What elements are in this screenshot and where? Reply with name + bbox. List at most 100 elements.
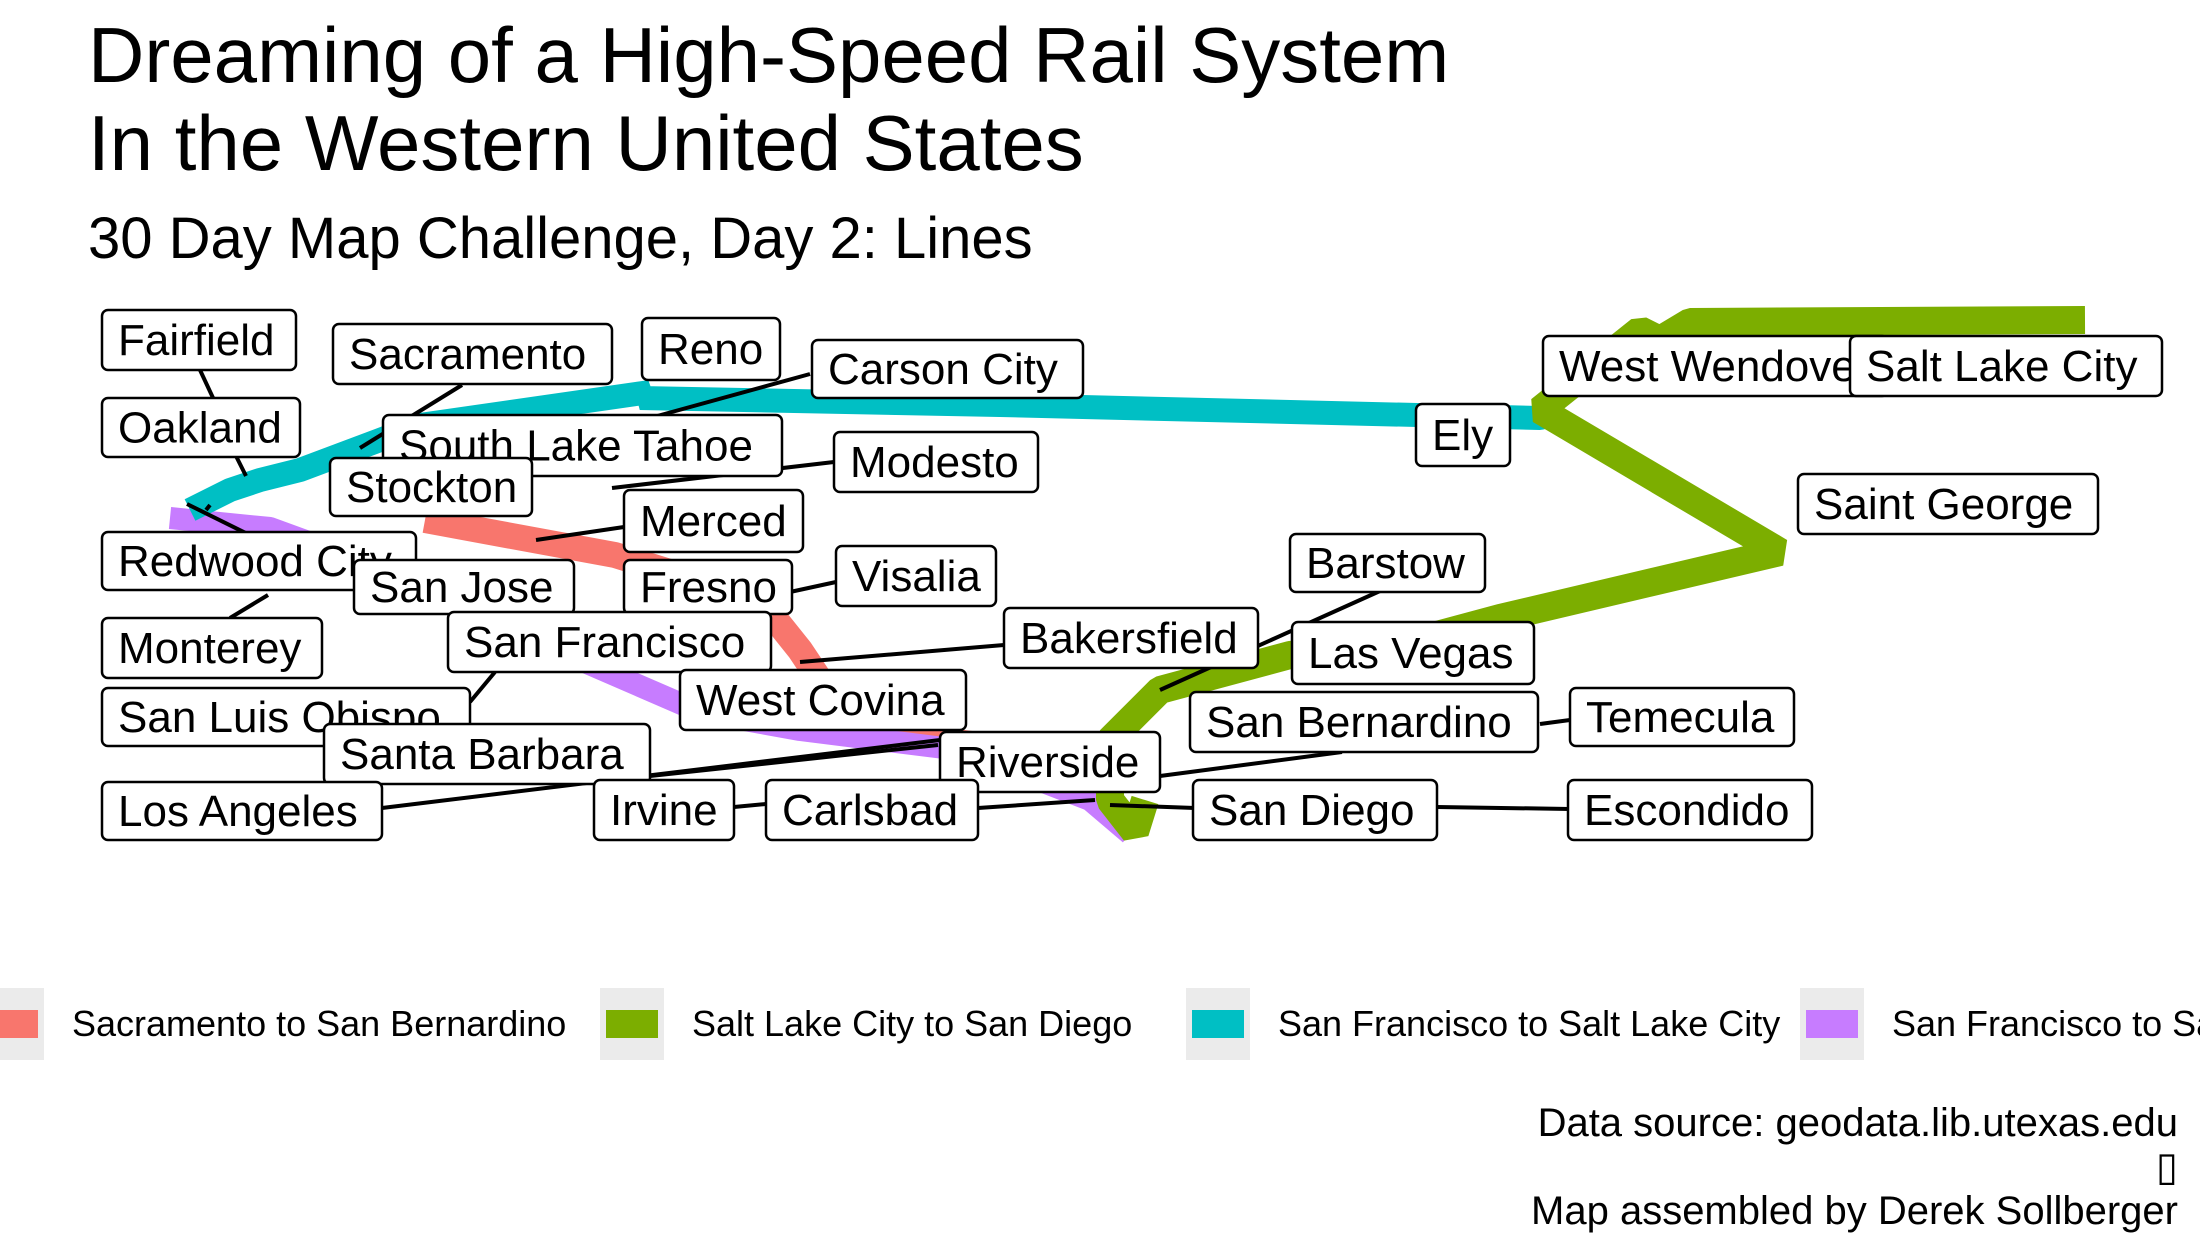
city-label-los-angeles: Los Angeles: [100, 780, 384, 842]
city-label-text: Carson City: [828, 345, 1058, 394]
leader-carlsbad: [977, 798, 1096, 810]
city-label-box: [640, 316, 782, 382]
city-label-san-jose: San Jose: [352, 558, 576, 616]
leader-bakersfield: [799, 643, 1005, 664]
city-label-san-francisco: San Francisco: [446, 610, 773, 674]
city-label-text: Visalia: [852, 552, 981, 601]
city-label-text: Salt Lake City: [1866, 342, 2137, 391]
city-label-modesto: Modesto: [832, 430, 1040, 494]
caption-source: Data source: geodata.lib.utexas.edu: [1538, 1101, 2178, 1145]
city-label-text: Merced: [640, 497, 787, 546]
city-label-text: Modesto: [850, 438, 1019, 487]
city-label-box: [592, 778, 736, 842]
city-label-riverside: Riverside: [938, 730, 1162, 794]
city-label-text: West Covina: [696, 676, 945, 725]
city-label-monterey: Monterey: [100, 616, 324, 680]
city-label-barstow: Barstow: [1288, 532, 1487, 594]
city-label-saint-george: Saint George: [1796, 472, 2100, 536]
city-label-box: [1191, 778, 1439, 842]
city-label-text: Fairfield: [118, 316, 275, 365]
legend-swatch: [0, 1010, 38, 1038]
city-label-box: [1796, 472, 2100, 536]
city-label-box: [938, 730, 1162, 794]
city-label-oakland: Oakland: [100, 396, 302, 459]
city-label-box: [1002, 606, 1260, 670]
city-label-ely: Ely: [1414, 402, 1512, 468]
city-label-box: [322, 722, 652, 786]
city-label-box: [100, 396, 302, 459]
city-label-carson-city: Carson City: [810, 338, 1085, 400]
city-label-box: [100, 616, 324, 680]
leader-barstow: [1159, 589, 1381, 692]
title-line-1: Dreaming of a High-Speed Rail System: [88, 11, 1449, 99]
city-label-text: Stockton: [346, 463, 517, 512]
city-label-merced: Merced: [622, 488, 805, 554]
city-label-box: [1414, 402, 1512, 468]
leader-merced: [535, 525, 625, 542]
city-label-san-bernardino: San Bernardino: [1188, 690, 1540, 754]
city-label-text: Riverside: [956, 738, 1139, 787]
city-label-text: Sacramento: [349, 330, 586, 379]
legend-swatch: [606, 1010, 658, 1038]
city-label-text: San Diego: [1209, 786, 1414, 835]
legend-swatch: [1192, 1010, 1244, 1038]
city-label-salt-lake-city: Salt Lake City: [1848, 334, 2164, 398]
leader-redwood-city: [204, 503, 212, 512]
city-label-box: [100, 308, 298, 372]
legend-item-salt-lake-city-to-san-diego: Salt Lake City to San Diego: [600, 988, 1132, 1060]
city-label-box: [1288, 532, 1487, 594]
city-label-text: Fresno: [640, 563, 777, 612]
city-label-fairfield: Fairfield: [100, 308, 298, 372]
city-label-san-diego: San Diego: [1191, 778, 1439, 842]
city-label-box: [331, 322, 614, 386]
city-label-text: Monterey: [118, 624, 301, 673]
legend-item-san-francisco-to-sa: San Francisco to Sa: [1800, 988, 2200, 1060]
leader-oakland: [234, 455, 248, 477]
city-label-las-vegas: Las Vegas: [1290, 620, 1536, 686]
city-label-reno: Reno: [640, 316, 782, 382]
title-line-2: In the Western United States: [88, 99, 1084, 187]
city-label-text: Reno: [658, 325, 763, 374]
city-label-fresno: Fresno: [622, 558, 794, 616]
city-label-stockton: Stockton: [328, 456, 534, 518]
leader-monterey: [228, 593, 270, 620]
leader-san-luis-obispo: [468, 670, 497, 704]
city-label-text: Carlsbad: [782, 786, 958, 835]
city-label-text: Redwood City: [118, 537, 392, 586]
city-label-west-wendover: West Wendover: [1541, 334, 1890, 398]
caption-credit: Map assembled by Derek Sollberger: [1531, 1189, 2178, 1233]
leader-carson-city: [649, 372, 811, 420]
city-label-text: Bakersfield: [1020, 614, 1238, 663]
city-label-text: San Jose: [370, 563, 553, 612]
legend-item-sacramento-to-san-bernardino: Sacramento to San Bernardino: [0, 988, 566, 1060]
city-label-text: Santa Barbara: [340, 730, 624, 779]
city-labels: Fairfield Sacramento Reno Carson City Oaklan…: [100, 308, 2164, 842]
city-label-box: [622, 488, 805, 554]
legend-label: San Francisco to Salt Lake City: [1278, 1003, 1780, 1044]
leader-irvine: [733, 802, 767, 809]
legend: Sacramento to San Bernardino Salt Lake Ci…: [0, 988, 2200, 1060]
city-label-text: Escondido: [1584, 786, 1789, 835]
city-label-text: West Wendover: [1559, 342, 1870, 391]
city-label-escondido: Escondido: [1566, 778, 1814, 842]
city-label-text: Irvine: [610, 786, 718, 835]
city-label-box: [810, 338, 1085, 400]
city-label-box: [832, 430, 1040, 494]
city-label-text: Las Vegas: [1308, 629, 1514, 678]
city-label-text: Barstow: [1306, 539, 1465, 588]
city-label-irvine: Irvine: [592, 778, 736, 842]
leader-los-angeles: [381, 738, 941, 810]
leader-riverside: [1159, 750, 1343, 778]
city-label-box: [1290, 620, 1536, 686]
city-label-box: [764, 778, 980, 842]
city-label-text: Saint George: [1814, 480, 2073, 529]
city-label-text: Ely: [1432, 411, 1493, 460]
leader-fairfield: [198, 369, 216, 401]
city-label-carlsbad: Carlsbad: [764, 778, 980, 842]
city-label-box: [1566, 778, 1814, 842]
subtitle: 30 Day Map Challenge, Day 2: Lines: [88, 206, 1033, 271]
label-leaders: [186, 369, 1571, 811]
city-label-text: San Francisco: [464, 618, 745, 667]
legend-label: Salt Lake City to San Diego: [692, 1003, 1132, 1044]
